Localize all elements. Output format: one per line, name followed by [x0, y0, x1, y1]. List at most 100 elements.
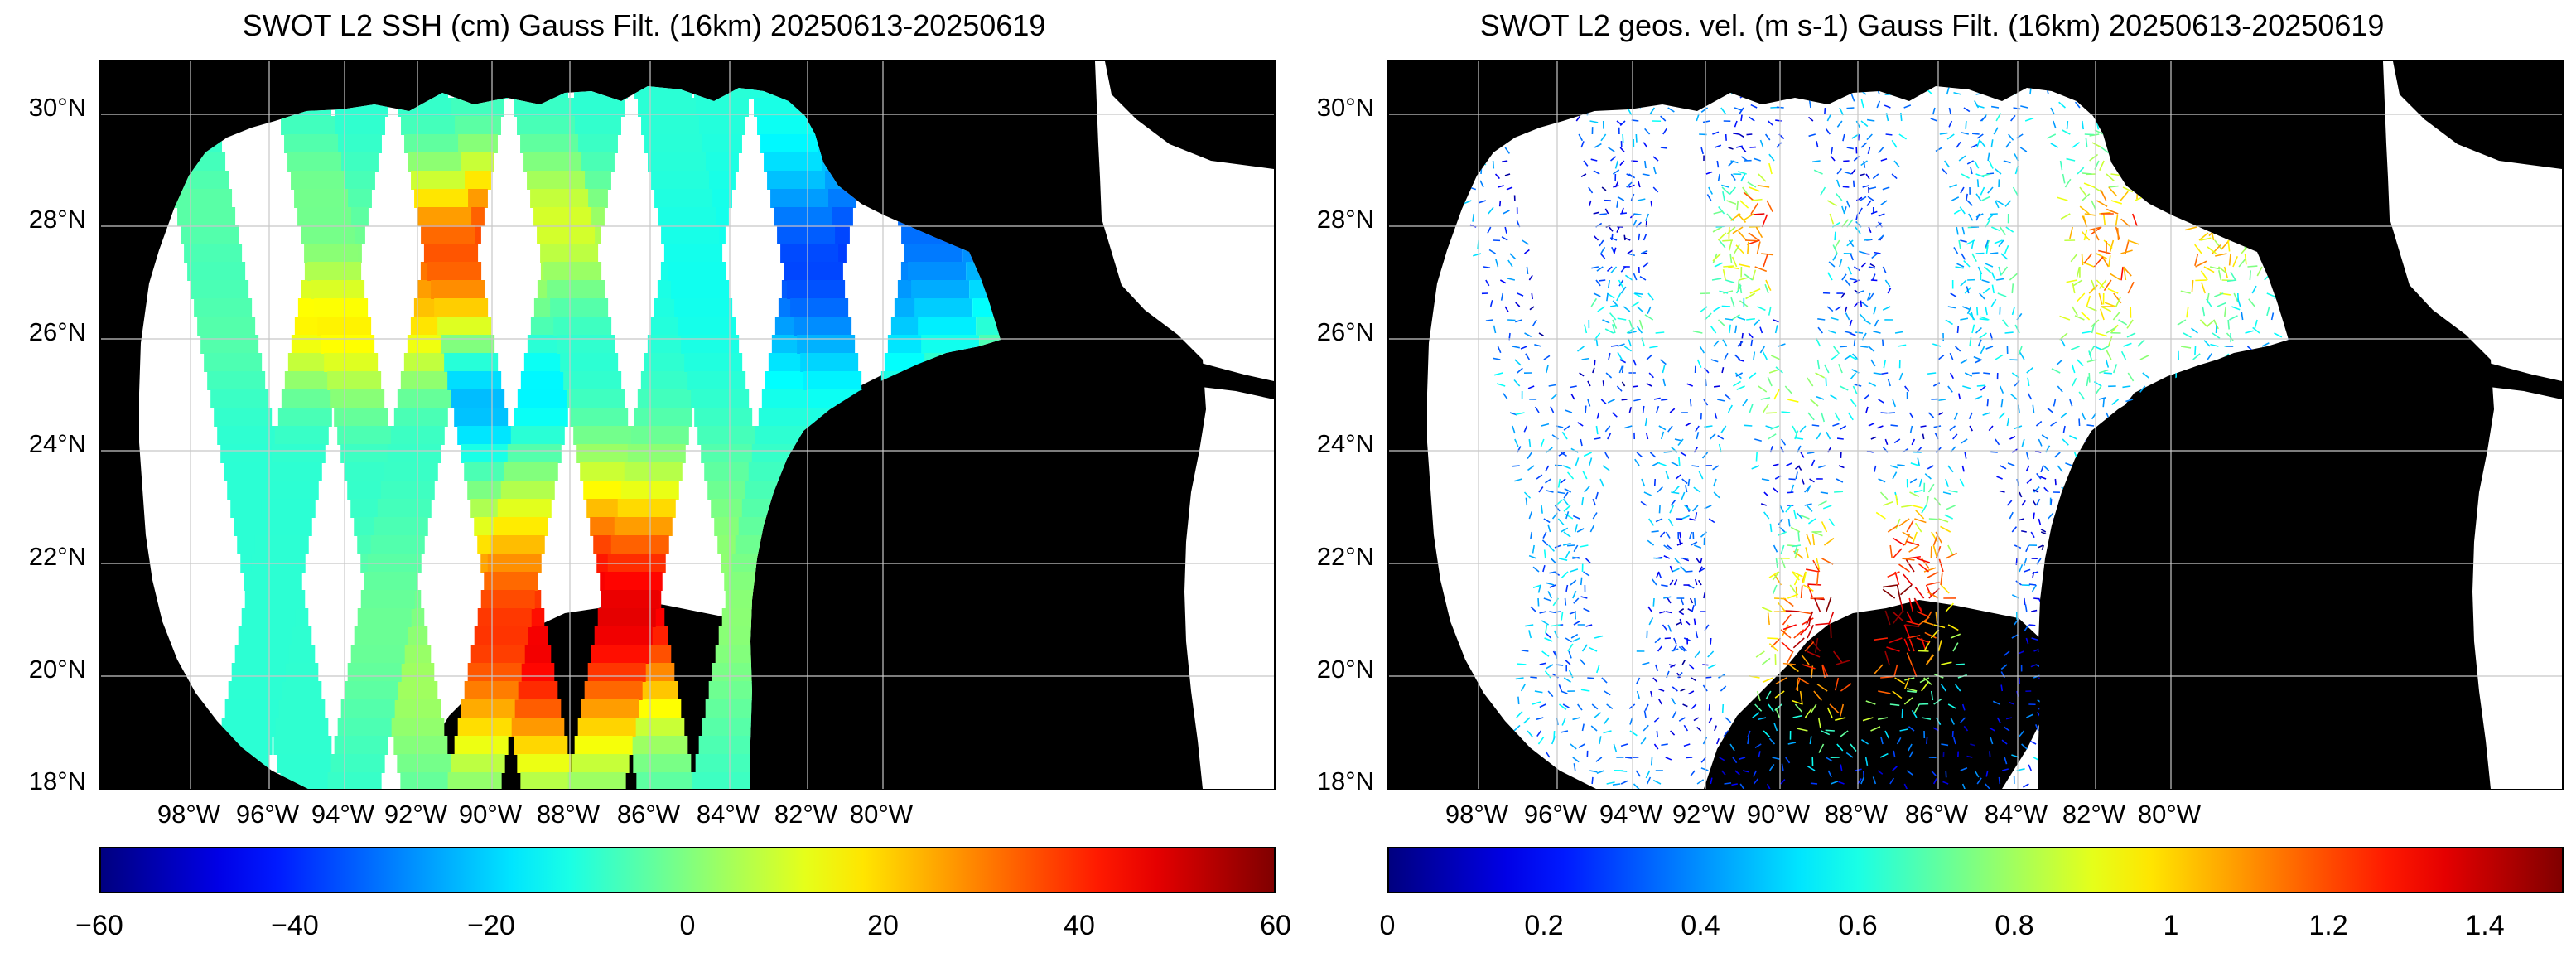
- velocity-arrow: [2178, 186, 2190, 191]
- ssh-swath-cell: [520, 772, 575, 789]
- velocity-arrow: [1798, 611, 1812, 615]
- velocity-arrow: [1793, 510, 1797, 520]
- velocity-arrow: [2270, 312, 2275, 321]
- velocity-arrow: [1580, 173, 1587, 177]
- velocity-arrow: [2123, 268, 2127, 281]
- ssh-map[interactable]: [99, 60, 1276, 790]
- velocity-arrow: [2065, 703, 2073, 707]
- ssh-swath-cell: [1049, 718, 1107, 737]
- velocity-arrow: [2006, 418, 2010, 427]
- velocity-arrow: [1997, 292, 2007, 297]
- ssh-swath-cell: [770, 189, 829, 208]
- velocity-arrow: [2151, 499, 2154, 506]
- velocity-arrow: [1970, 743, 1975, 747]
- ssh-swath-cell: [281, 116, 335, 135]
- velocity-arrow: [1787, 399, 1799, 403]
- velocity-arrow: [1739, 783, 1745, 789]
- velocity-arrow: [1775, 708, 1781, 718]
- velocity-arrow: [2382, 254, 2385, 263]
- velocity-arrow: [2303, 565, 2308, 572]
- ssh-swath-cell: [304, 244, 359, 263]
- velocity-arrow: [1903, 783, 1908, 789]
- ssh-swath-cell: [434, 298, 489, 317]
- ssh-cbar-tick: 40: [1064, 910, 1095, 941]
- velocity-arrow: [2161, 558, 2168, 563]
- ssh-swath-cell: [813, 426, 872, 445]
- ssh-swath-cell: [341, 61, 395, 80]
- velocity-arrow: [1822, 505, 1832, 510]
- velocity-arrow: [2173, 458, 2178, 466]
- velocity-arrow: [2050, 107, 2056, 115]
- velocity-arrow: [2149, 412, 2154, 421]
- velocity-arrow: [2337, 217, 2342, 227]
- velocity-arrow: [2161, 526, 2168, 533]
- velocity-arrow: [2369, 254, 2376, 261]
- velocity-arrow: [2417, 532, 2419, 541]
- ssh-swath-cell: [337, 718, 392, 737]
- ssh-swath-cell: [553, 317, 612, 336]
- velocity-arrow: [2031, 584, 2038, 592]
- velocity-arrow: [2236, 200, 2246, 210]
- velocity-arrow: [2276, 266, 2287, 272]
- velocity-arrow: [1998, 412, 2006, 419]
- ssh-swath-cell: [959, 225, 1001, 244]
- velocity-arrow: [1498, 185, 1504, 188]
- velocity-arrow: [2035, 498, 2041, 506]
- velocity-arrow: [1961, 465, 1965, 472]
- velocity-arrow: [1864, 757, 1869, 766]
- velocity-arrow: [1528, 554, 1537, 559]
- velocity-arrow: [2373, 426, 2375, 435]
- velocity-arrow: [1705, 171, 1713, 175]
- ssh-swath-cell: [1052, 280, 1106, 299]
- velocity-arrow: [1813, 169, 1823, 175]
- velocity-arrow: [2439, 784, 2446, 785]
- velocity-arrow: [1884, 730, 1890, 739]
- velocity-arrow: [2339, 447, 2346, 452]
- velocity-arrow: [2408, 638, 2412, 644]
- velocity-arrow: [2047, 407, 2053, 413]
- velocity-arrow: [1767, 376, 1773, 387]
- velocity-arrow: [1847, 412, 1854, 421]
- velocity-arrow: [1984, 266, 1992, 273]
- velocity-arrow: [1831, 354, 1839, 360]
- velocity-arrow: [1682, 703, 1688, 708]
- velocity-arrow: [1830, 155, 1836, 162]
- velocity-arrow: [2212, 783, 2218, 789]
- velocity-arrow: [2098, 279, 2107, 289]
- velocity-arrow: [2103, 372, 2112, 375]
- ssh-swath-cell: [567, 389, 625, 408]
- ssh-swath-cell: [261, 499, 316, 518]
- velocity-arrow: [2062, 650, 2069, 655]
- velocity-arrow: [2334, 585, 2340, 588]
- velocity-arrow: [1759, 326, 1763, 334]
- velocity-arrow: [2042, 606, 2047, 612]
- velocity-arrow: [1581, 723, 1585, 732]
- velocity-arrow: [2079, 205, 2090, 215]
- velocity-arrow: [1886, 646, 1900, 652]
- velocity-arrow: [2365, 673, 2366, 678]
- velocity-arrow: [1787, 593, 1799, 599]
- velocity-arrow: [1461, 147, 1467, 156]
- velocity-arrow: [1836, 478, 1844, 483]
- velocity-map[interactable]: [1387, 60, 2564, 790]
- ssh-swath-cell: [1092, 499, 1146, 518]
- velocity-arrow: [2190, 635, 2198, 639]
- velocity-arrow: [1681, 645, 1687, 652]
- velocity-arrow: [1695, 631, 1699, 639]
- velocity-arrow: [1699, 346, 1705, 354]
- velocity-arrow: [1985, 263, 1994, 268]
- velocity-arrow: [2268, 457, 2272, 466]
- velocity-arrow: [1950, 633, 1961, 639]
- ssh-swath-cell: [1085, 462, 1139, 481]
- ssh-swath-cell: [661, 225, 720, 244]
- velocity-arrow: [1651, 530, 1659, 533]
- velocity-arrow: [2344, 285, 2349, 293]
- velocity-arrow: [2232, 155, 2243, 162]
- velocity-arrow: [1974, 770, 1980, 778]
- velocity-arrow: [2327, 85, 2337, 94]
- velocity-arrow: [2025, 637, 2029, 645]
- velocity-arrow: [2398, 413, 2406, 416]
- ssh-swath-cell: [567, 772, 626, 789]
- velocity-arrow: [2079, 505, 2086, 510]
- velocity-arrow: [1613, 743, 1618, 752]
